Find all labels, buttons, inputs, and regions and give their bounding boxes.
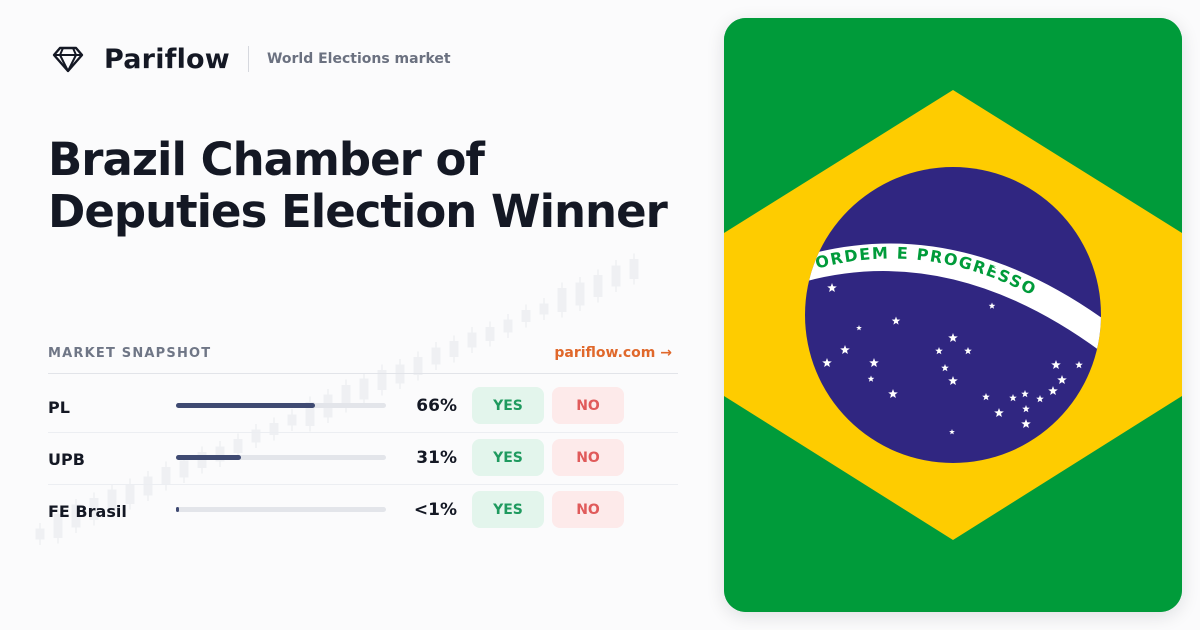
site-link[interactable]: pariflow.com → (554, 345, 672, 361)
outcome-name: FE Brasil (48, 502, 127, 521)
flag-star (935, 347, 943, 355)
probability-bar (176, 507, 386, 512)
background-candle (89, 498, 99, 520)
flag-star (948, 333, 958, 342)
background-candle (107, 489, 117, 511)
flag-star (888, 389, 898, 398)
background-candle (629, 259, 639, 279)
background-candle (287, 414, 297, 426)
yes-button[interactable]: YES (472, 491, 544, 528)
background-candle (611, 265, 621, 287)
yes-button[interactable]: YES (472, 439, 544, 476)
snapshot-label: MARKET SNAPSHOT (48, 346, 212, 361)
no-button[interactable]: NO (552, 491, 624, 528)
outcome-percent: 66% (416, 396, 457, 416)
flag-star (827, 283, 837, 292)
probability-fill (176, 403, 315, 408)
flag-star (1009, 394, 1017, 402)
background-candle (503, 319, 513, 333)
outcome-row: PL 66% YES NO (48, 381, 678, 433)
brand-name: Pariflow (104, 43, 230, 75)
probability-fill (176, 507, 180, 512)
background-candle (359, 378, 369, 400)
background-candle (395, 364, 405, 384)
background-candle (53, 514, 63, 538)
background-candle (467, 332, 477, 348)
diamond-icon (52, 42, 86, 76)
flag-star (1051, 360, 1061, 369)
flag-star (856, 325, 862, 331)
snapshot-divider (48, 373, 678, 374)
probability-bar (176, 455, 386, 460)
background-candle (575, 282, 585, 306)
background-candle (413, 357, 423, 375)
background-candle (557, 288, 567, 312)
background-candle (233, 439, 243, 453)
background-candle (71, 504, 81, 528)
background-candlestick-chart (35, 253, 639, 545)
flag-star (1021, 419, 1031, 428)
yes-button[interactable]: YES (472, 387, 544, 424)
background-candle (431, 347, 441, 365)
flag-star (964, 347, 972, 355)
flag-star (982, 393, 990, 401)
flag-star (867, 375, 875, 382)
flag-star (1036, 395, 1044, 403)
flag-stars (822, 263, 1083, 435)
flag-star (941, 364, 949, 372)
flag-star (891, 316, 901, 325)
flag-star (869, 358, 879, 367)
flag-blue-globe (805, 167, 1101, 463)
market-title: Brazil Chamber of Deputies Election Winn… (48, 133, 668, 238)
outcome-name: PL (48, 398, 70, 417)
snapshot-header: MARKET SNAPSHOT pariflow.com → (48, 345, 678, 373)
market-category: World Elections market (266, 51, 451, 67)
outcome-name: UPB (48, 450, 85, 469)
background-candle (215, 446, 225, 462)
flag-star (1022, 405, 1030, 413)
flag-star (840, 345, 850, 354)
background-candle (377, 370, 387, 390)
outcome-row: FE Brasil <1% YES NO (48, 485, 678, 537)
outcome-row: UPB 31% YES NO (48, 433, 678, 485)
flag-star (948, 376, 958, 385)
flag-star (1057, 375, 1067, 384)
background-candle (485, 327, 495, 341)
brand-divider (247, 46, 249, 72)
background-candle (251, 429, 261, 443)
flag-star (822, 358, 832, 367)
background-candle (521, 310, 531, 322)
brazil-flag: ORDEM E PROGRESSO (724, 18, 1182, 612)
probability-bar (176, 403, 386, 408)
background-candle (143, 476, 153, 496)
background-candle (539, 303, 549, 315)
background-candle (305, 402, 315, 426)
background-candle (35, 528, 45, 540)
background-candle (449, 341, 459, 357)
outcome-percent: <1% (413, 500, 457, 520)
flag-star (1075, 361, 1083, 369)
flag-star (988, 302, 996, 309)
flag-star (993, 263, 1003, 272)
flag-star (994, 408, 1004, 417)
flag-star (949, 429, 955, 435)
outcome-percent: 31% (416, 448, 457, 468)
outcome-list: PL 66% YES NO UPB 31% YES NO FE Brasil <… (48, 381, 678, 537)
flag-star (1048, 386, 1058, 395)
background-candle (593, 275, 603, 297)
brand-header[interactable]: Pariflow World Elections market (52, 42, 451, 76)
background-candle (269, 423, 279, 435)
flag-star (1021, 390, 1029, 398)
flag-motto-band (805, 243, 1101, 363)
probability-fill (176, 455, 242, 460)
no-button[interactable]: NO (552, 387, 624, 424)
no-button[interactable]: NO (552, 439, 624, 476)
background-candle (197, 452, 207, 468)
background-candle (179, 460, 189, 478)
